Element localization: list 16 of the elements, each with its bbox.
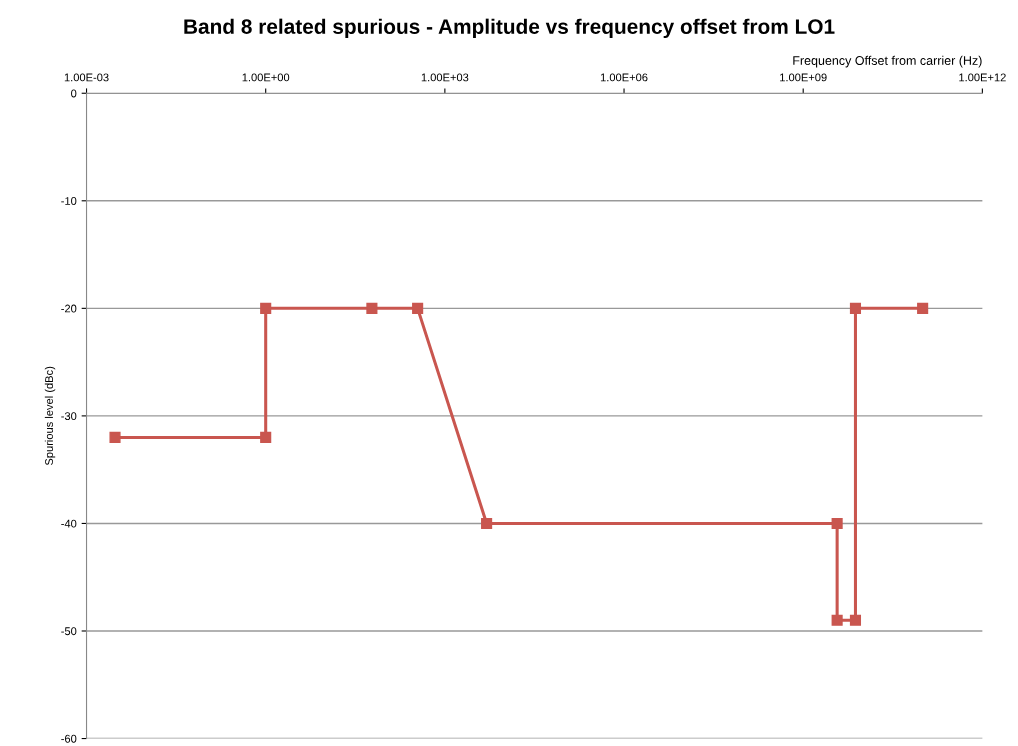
x-tick-label: 1.00E+09 (780, 73, 827, 82)
y-tick-label: 0 (71, 89, 77, 98)
x-tick-label: 1.00E+12 (959, 73, 1006, 82)
x-tick-label: 1.00E+03 (421, 73, 469, 82)
y-tick-label: -30 (61, 412, 77, 421)
x-tick-label: 1.00E-03 (64, 73, 109, 82)
y-tick-label: -60 (61, 734, 77, 743)
y-tick-label: -40 (61, 519, 77, 528)
chart-title: Band 8 related spurious - Amplitude vs frequency offset from LO1 (184, 18, 835, 39)
x-tick-label: 1.00E+06 (600, 73, 648, 82)
y-axis-title: Spurious level (dBc) (44, 366, 56, 466)
y-tick-label: -10 (61, 197, 77, 205)
y-tick-label: -20 (61, 304, 77, 313)
y-tick-label: -50 (61, 627, 77, 636)
x-tick-label: 1.00E+00 (242, 73, 290, 82)
x-axis-title: Frequency Offset from carrier (Hz) (793, 55, 982, 68)
